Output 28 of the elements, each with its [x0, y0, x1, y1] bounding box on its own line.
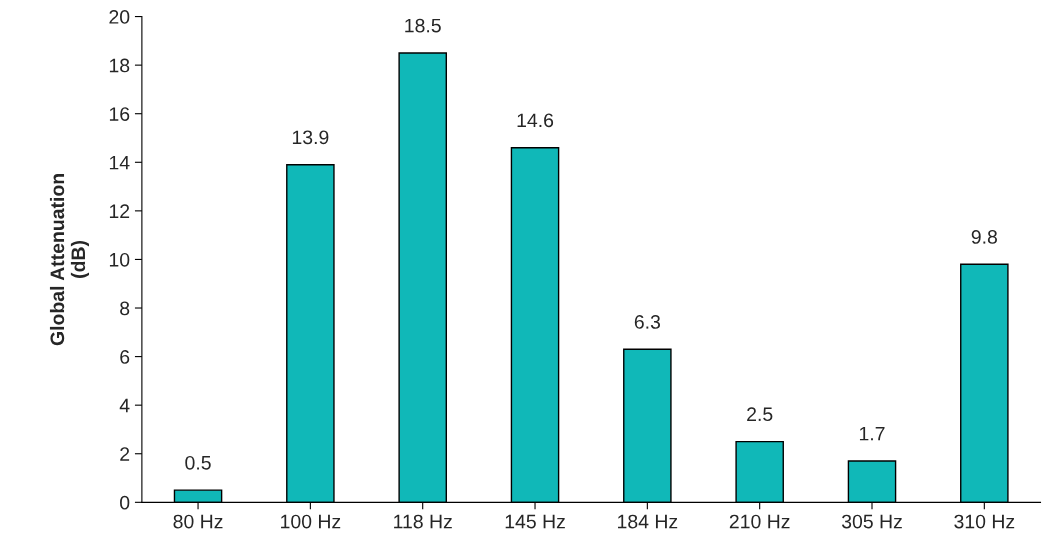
- y-tick-label: 4: [119, 398, 130, 413]
- x-tick-label: 100 Hz: [281, 514, 341, 529]
- y-axis-title: Global Attenuation (dB): [49, 174, 90, 346]
- y-tick-label: 0: [120, 495, 130, 510]
- x-tick-label: 118 Hz: [394, 514, 452, 529]
- data-label: 9.8: [971, 230, 997, 244]
- data-label: 18.5: [405, 18, 441, 33]
- x-tick-label: 210 Hz: [729, 514, 790, 529]
- y-tick-label: 16: [109, 107, 130, 121]
- y-tick-label: 6: [120, 350, 130, 364]
- y-tick-label: 18: [109, 58, 130, 73]
- x-tick-label: 80 Hz: [173, 514, 223, 529]
- x-tick-label: 310 Hz: [954, 514, 1015, 529]
- x-tick-label: 184 Hz: [618, 514, 678, 529]
- x-tick-label: 145 Hz: [505, 514, 565, 529]
- y-tick-label: 2: [120, 447, 130, 461]
- y-tick-label: 10: [109, 252, 130, 267]
- data-label: 6.3: [634, 315, 661, 329]
- data-label: 13.9: [292, 130, 329, 145]
- data-label: 14.6: [517, 113, 554, 128]
- x-tick-label: 305 Hz: [841, 514, 902, 529]
- data-label: 2.5: [747, 407, 773, 422]
- y-tick-label: 14: [109, 155, 130, 170]
- y-tick-label: 12: [109, 204, 130, 218]
- y-tick-label: 8: [120, 301, 130, 316]
- data-label: 1.7: [859, 426, 885, 441]
- data-label: 0.5: [185, 455, 211, 470]
- y-tick-label: 20: [109, 10, 130, 24]
